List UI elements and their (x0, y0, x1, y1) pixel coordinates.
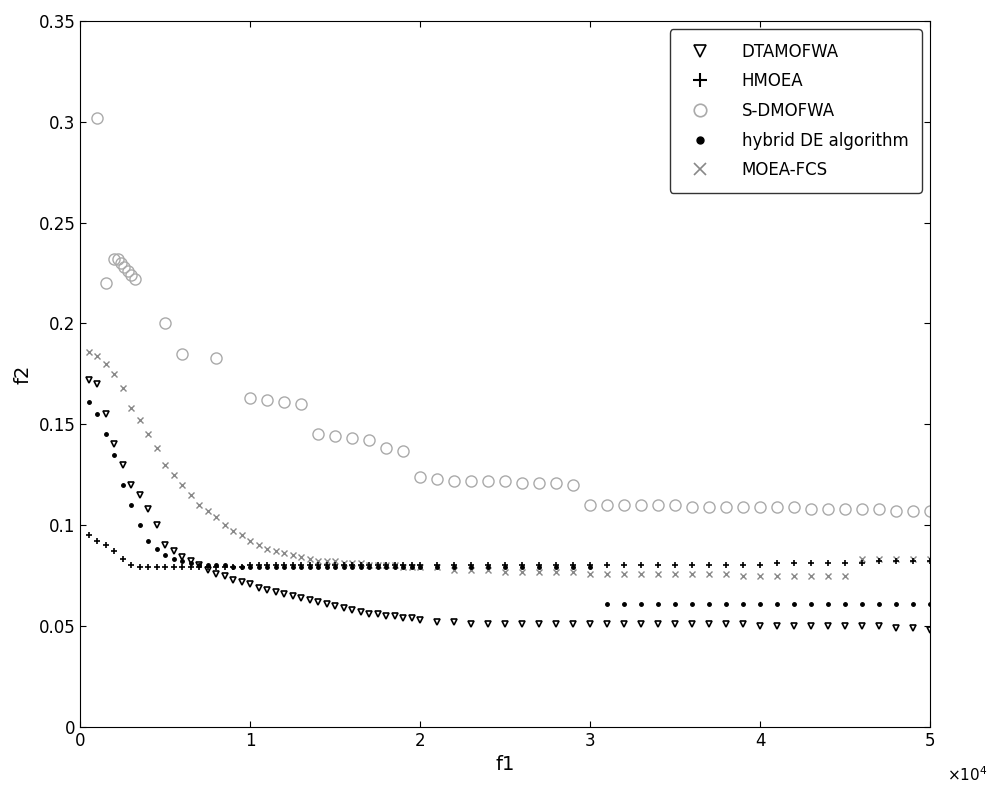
Y-axis label: f2: f2 (14, 364, 33, 384)
X-axis label: f1: f1 (495, 755, 515, 774)
Text: $\times10^4$: $\times10^4$ (947, 766, 988, 784)
Legend: DTAMOFWA, HMOEA, S-DMOFWA, hybrid DE algorithm, MOEA-FCS: DTAMOFWA, HMOEA, S-DMOFWA, hybrid DE alg… (670, 29, 922, 193)
